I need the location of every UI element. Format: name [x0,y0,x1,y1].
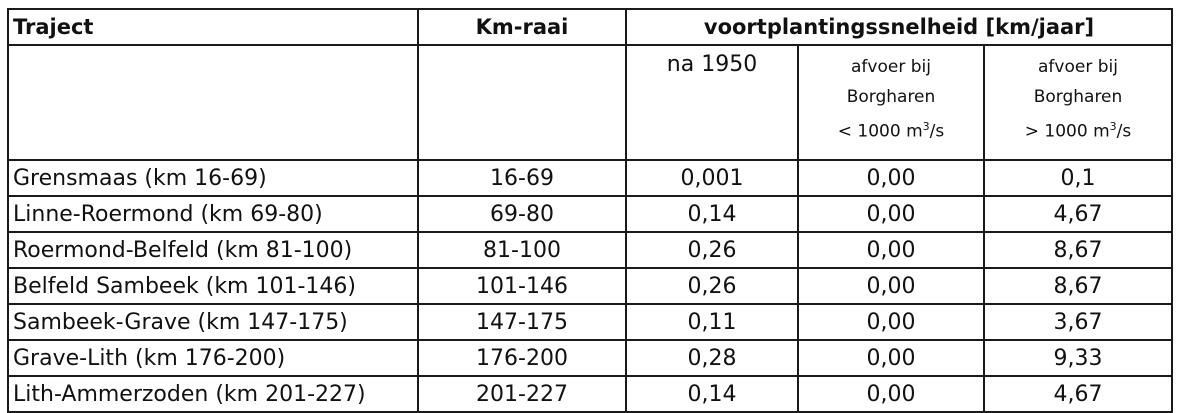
cell-na1950: 0,14 [625,375,799,413]
cell-km: 81-100 [417,231,627,269]
cell-traject: Grave-Lith (km 176-200) [7,339,419,377]
cell-na1950: 0,11 [625,303,799,341]
low-line3: < 1000 m3/s [837,120,945,142]
cell-low: 0,00 [797,339,985,377]
cell-low: 0,00 [797,231,985,269]
cell-km: 147-175 [417,303,627,341]
cell-low: 0,00 [797,375,985,413]
cell-traject: Grensmaas (km 16-69) [7,159,419,197]
subheader-na-1950: na 1950 [625,44,799,161]
low-line2: Borgharen [846,87,936,107]
cell-na1950: 0,14 [625,195,799,233]
cell-low: 0,00 [797,159,985,197]
cell-traject: Roermond-Belfeld (km 81-100) [7,231,419,269]
cell-traject: Sambeek-Grave (km 147-175) [7,303,419,341]
cell-na1950: 0,001 [625,159,799,197]
table-row: Linne-Roermond (km 69-80) 69-80 0,14 0,0… [7,195,1173,233]
cell-km: 101-146 [417,267,627,305]
cell-traject: Linne-Roermond (km 69-80) [7,195,419,233]
table-row: Belfeld Sambeek (km 101-146) 101-146 0,2… [7,267,1173,305]
header-velocity-group: voortplantingssnelheid [km/jaar] [625,8,1173,46]
high-line2: Borgharen [1033,87,1123,107]
subheader-low-discharge: afvoer bij Borgharen < 1000 m3/s [797,44,985,161]
low-line1: afvoer bij [851,57,931,77]
cell-high: 3,67 [983,303,1173,341]
high-line3: > 1000 m3/s [1024,120,1132,142]
cell-traject: Lith-Ammerzoden (km 201-227) [7,375,419,413]
table-row: Roermond-Belfeld (km 81-100) 81-100 0,26… [7,231,1173,269]
subheader-high-discharge: afvoer bij Borgharen > 1000 m3/s [983,44,1173,161]
cell-km: 176-200 [417,339,627,377]
cell-na1950: 0,26 [625,267,799,305]
subheader-row: na 1950 afvoer bij Borgharen < 1000 m3/s… [7,44,1173,161]
header-traject: Traject [7,8,419,46]
cell-na1950: 0,28 [625,339,799,377]
cell-low: 0,00 [797,303,985,341]
cell-high: 8,67 [983,231,1173,269]
table-row: Lith-Ammerzoden (km 201-227) 201-227 0,1… [7,375,1173,413]
velocity-table: Traject Km-raai voortplantingssnelheid [… [7,8,1173,413]
header-row: Traject Km-raai voortplantingssnelheid [… [7,8,1173,46]
header-km-raai: Km-raai [417,8,627,46]
cell-high: 4,67 [983,375,1173,413]
subheader-empty-km [417,44,627,161]
cell-high: 9,33 [983,339,1173,377]
table-row: Grave-Lith (km 176-200) 176-200 0,28 0,0… [7,339,1173,377]
cell-high: 8,67 [983,267,1173,305]
cell-high: 0,1 [983,159,1173,197]
cell-low: 0,00 [797,267,985,305]
table-row: Grensmaas (km 16-69) 16-69 0,001 0,00 0,… [7,159,1173,197]
cell-low: 0,00 [797,195,985,233]
subheader-empty-traject [7,44,419,161]
cell-km: 69-80 [417,195,627,233]
cell-km: 201-227 [417,375,627,413]
table-row: Sambeek-Grave (km 147-175) 147-175 0,11 … [7,303,1173,341]
high-line1: afvoer bij [1038,57,1118,77]
cell-km: 16-69 [417,159,627,197]
cell-traject: Belfeld Sambeek (km 101-146) [7,267,419,305]
cell-high: 4,67 [983,195,1173,233]
cell-na1950: 0,26 [625,231,799,269]
